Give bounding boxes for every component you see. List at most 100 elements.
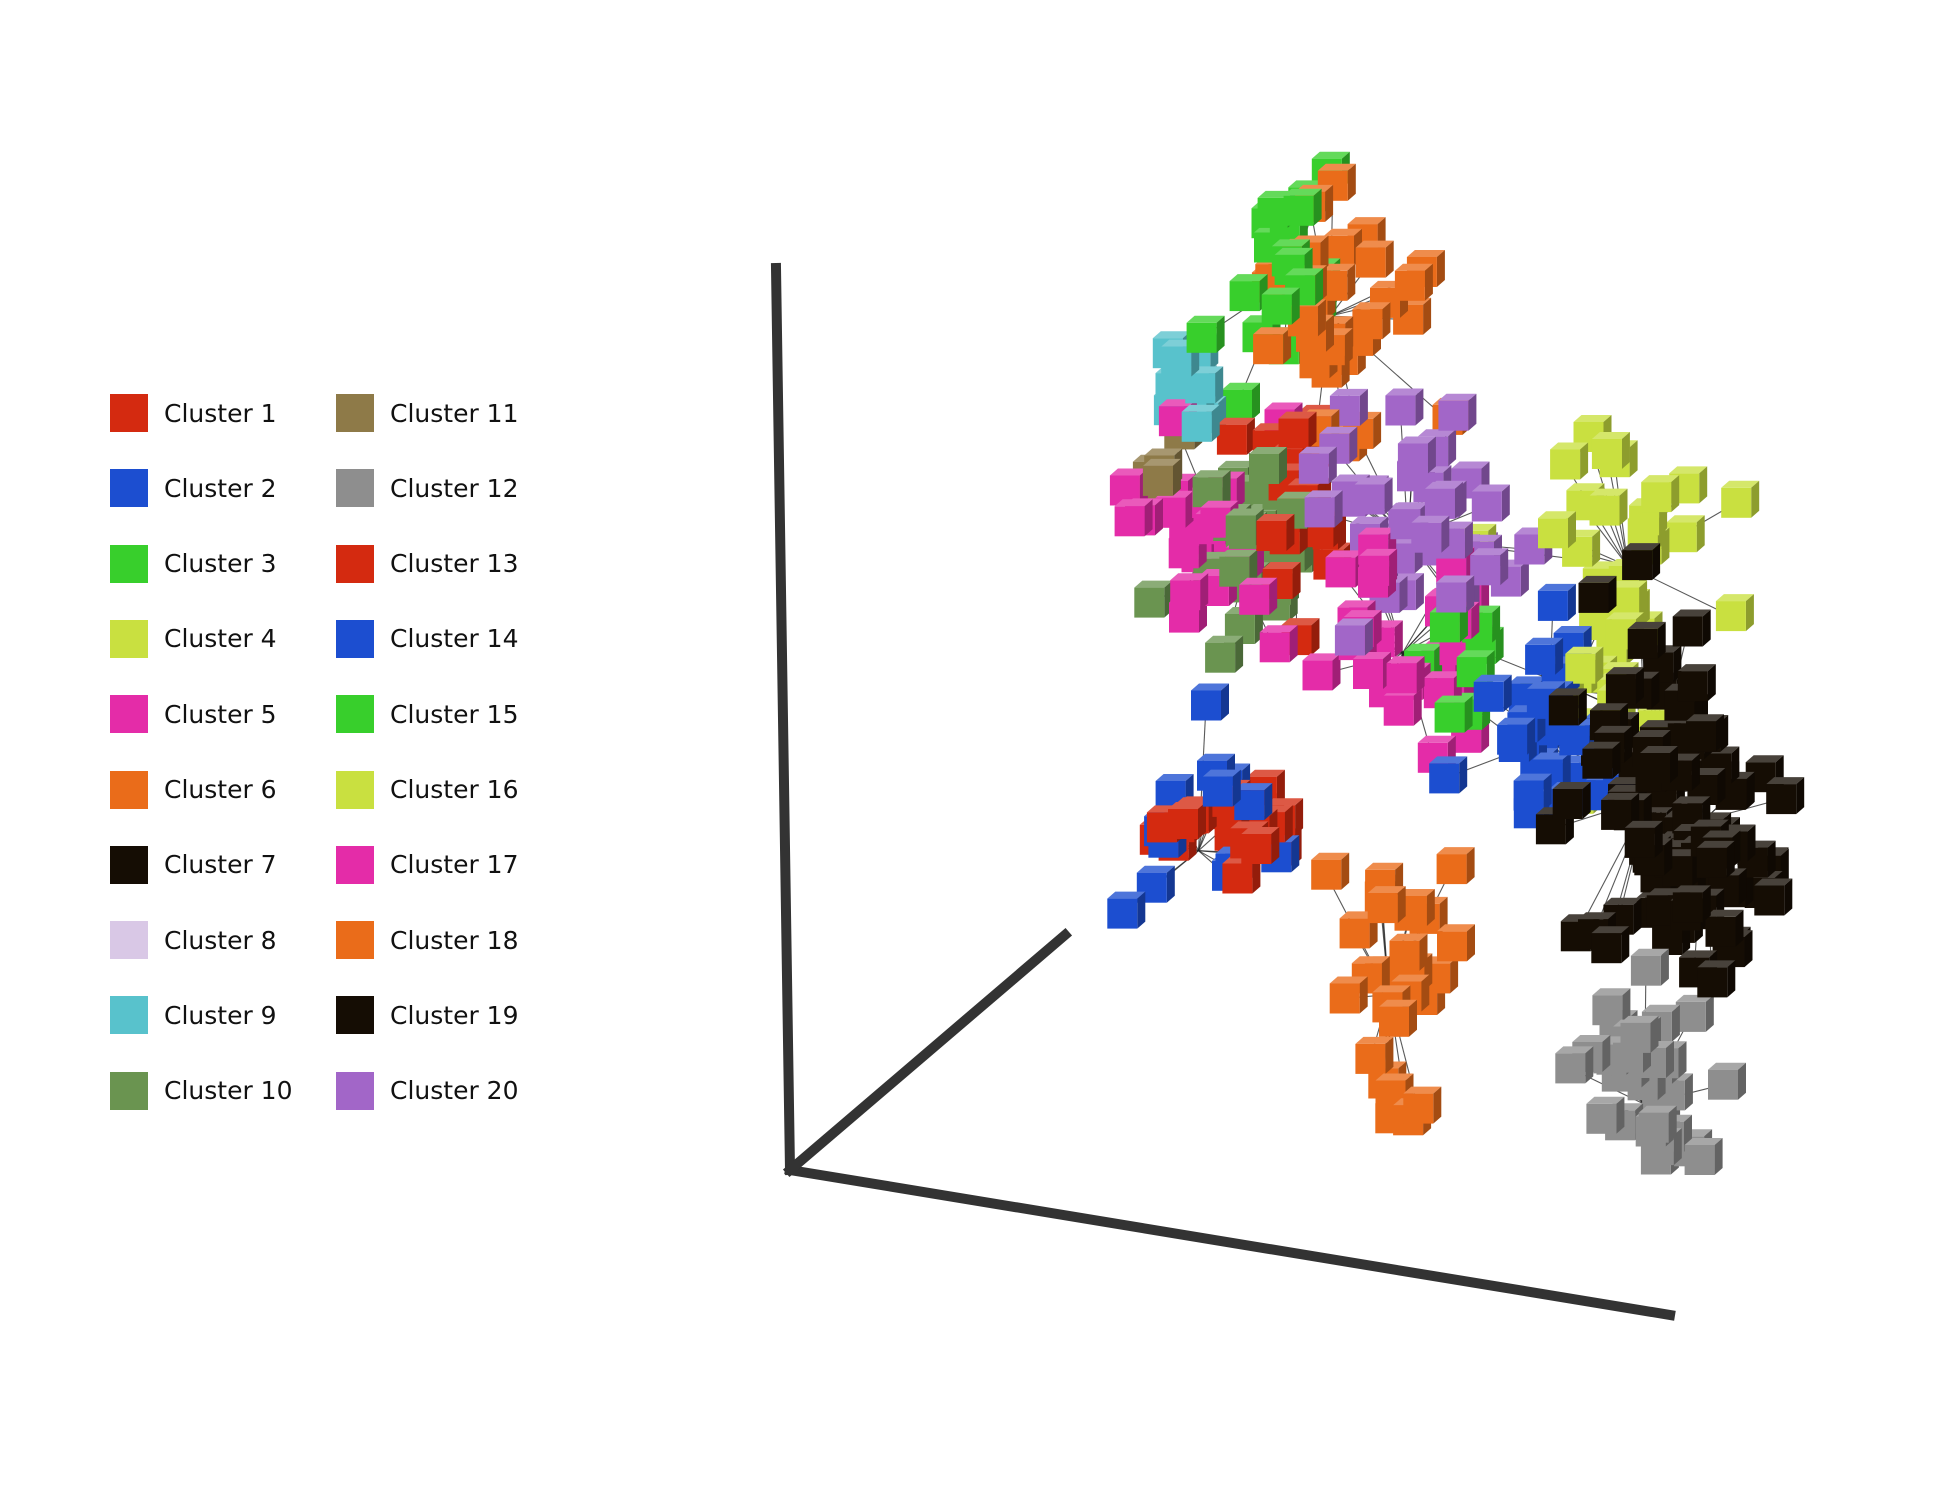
legend-label: Cluster 8 bbox=[164, 925, 277, 955]
data-point-cube bbox=[1107, 891, 1146, 929]
legend-label: Cluster 11 bbox=[390, 398, 519, 428]
legend-swatch bbox=[336, 1071, 374, 1110]
data-point-cube bbox=[1170, 573, 1209, 611]
data-point-cube bbox=[1302, 653, 1341, 691]
data-point-cube bbox=[1283, 188, 1322, 226]
data-point-cube bbox=[1436, 575, 1475, 613]
data-point-cube bbox=[1298, 446, 1337, 484]
data-point-cube bbox=[1471, 484, 1510, 522]
legend-swatch bbox=[336, 544, 374, 583]
data-point-cube bbox=[1186, 315, 1225, 353]
legend-label: Cluster 5 bbox=[164, 699, 277, 729]
data-point-cube bbox=[1686, 714, 1724, 752]
data-point-cube bbox=[1434, 695, 1473, 733]
data-point-cube bbox=[1386, 656, 1425, 694]
data-point-cube bbox=[1424, 481, 1463, 519]
data-point-cube bbox=[1259, 625, 1298, 663]
data-point-cube bbox=[1684, 1138, 1723, 1175]
data-point-cube bbox=[1552, 782, 1591, 819]
data-point-cube bbox=[1379, 999, 1417, 1037]
legend-item: Cluster 10 bbox=[110, 1071, 293, 1111]
legend-item: Cluster 3 bbox=[110, 544, 277, 584]
legend-item: Cluster 5 bbox=[110, 694, 277, 734]
legend-swatch bbox=[110, 996, 148, 1035]
data-point-cube bbox=[1513, 773, 1552, 811]
data-point-cube bbox=[1249, 447, 1287, 484]
data-point-cube bbox=[1142, 458, 1181, 496]
data-point-cube bbox=[1565, 646, 1604, 684]
legend-swatch bbox=[110, 394, 148, 432]
data-point-cube bbox=[1367, 886, 1406, 924]
data-point-cube bbox=[1278, 411, 1317, 449]
legend-swatch bbox=[110, 695, 148, 734]
legend-swatch bbox=[110, 1071, 148, 1110]
legend-label: Cluster 16 bbox=[390, 775, 519, 804]
data-point-cube bbox=[1216, 417, 1255, 455]
data-point-cube bbox=[1229, 274, 1268, 312]
data-point-cube bbox=[1239, 577, 1278, 615]
data-point-cube bbox=[1638, 1105, 1677, 1143]
z-axis bbox=[770, 262, 796, 1176]
legend-label: Cluster 7 bbox=[164, 850, 277, 880]
legend-swatch bbox=[110, 921, 148, 960]
data-point-cube bbox=[1334, 618, 1373, 656]
data-point-cube bbox=[1766, 777, 1805, 815]
legend-item: Cluster 9 bbox=[110, 995, 277, 1035]
data-point-cube bbox=[1601, 792, 1640, 830]
legend-item: Cluster 2 bbox=[110, 468, 277, 508]
data-point-cube bbox=[1705, 909, 1744, 947]
data-point-cube bbox=[1640, 746, 1678, 783]
data-point-cube bbox=[1624, 820, 1663, 858]
data-point-cube bbox=[1473, 674, 1512, 712]
legend-swatch bbox=[336, 469, 374, 508]
data-point-cube bbox=[1538, 511, 1576, 549]
legend-item: Cluster 15 bbox=[336, 694, 519, 734]
legend-item: Cluster 16 bbox=[336, 770, 519, 810]
legend-swatch bbox=[110, 469, 148, 508]
data-point-cube bbox=[1550, 442, 1589, 480]
data-point-cube bbox=[1586, 1096, 1625, 1134]
legend-label: Cluster 19 bbox=[390, 1000, 519, 1030]
data-point-cube bbox=[1329, 976, 1368, 1014]
data-point-cube bbox=[1181, 404, 1220, 442]
data-point-cube bbox=[1592, 988, 1631, 1026]
data-point-cube bbox=[1429, 756, 1468, 794]
data-point-cube bbox=[1134, 580, 1173, 618]
legend-item: Cluster 20 bbox=[336, 1071, 519, 1111]
cluster-points bbox=[1107, 151, 1805, 1175]
legend-swatch bbox=[336, 619, 374, 658]
legend-item: Cluster 13 bbox=[336, 544, 519, 584]
legend-swatch bbox=[336, 394, 374, 432]
data-point-cube bbox=[1675, 994, 1714, 1032]
legend-swatch bbox=[110, 619, 148, 658]
data-point-cube bbox=[1353, 652, 1391, 689]
data-point-cube bbox=[1355, 1036, 1394, 1074]
legend-label: Cluster 14 bbox=[390, 624, 519, 654]
data-point-cube bbox=[1620, 1015, 1659, 1053]
data-point-cube bbox=[1548, 688, 1587, 726]
data-point-cube bbox=[1589, 488, 1628, 526]
data-point-cube bbox=[1591, 926, 1630, 964]
data-point-cube bbox=[1641, 475, 1680, 513]
data-point-cube bbox=[1225, 508, 1264, 546]
data-point-cube bbox=[1136, 865, 1175, 903]
data-point-cube bbox=[1555, 1046, 1594, 1084]
legend-label: Cluster 10 bbox=[164, 1076, 293, 1106]
data-point-cube bbox=[1304, 490, 1343, 528]
data-point-cube bbox=[1205, 635, 1244, 673]
data-point-cube bbox=[1672, 609, 1711, 647]
legend-item: Cluster 14 bbox=[336, 619, 519, 659]
data-point-cube bbox=[1721, 480, 1760, 518]
legend-label: Cluster 15 bbox=[390, 699, 519, 729]
data-point-cube bbox=[1403, 1086, 1442, 1124]
data-point-cube bbox=[1672, 885, 1711, 923]
legend-swatch bbox=[110, 845, 148, 884]
data-point-cube bbox=[1325, 550, 1364, 588]
legend-swatch bbox=[110, 770, 148, 809]
data-point-cube bbox=[1438, 393, 1477, 431]
data-point-cube bbox=[1437, 924, 1475, 962]
data-point-cube bbox=[1355, 240, 1394, 278]
legend-swatch bbox=[110, 544, 148, 583]
data-point-cube bbox=[1202, 769, 1241, 807]
legend-label: Cluster 1 bbox=[164, 398, 277, 428]
